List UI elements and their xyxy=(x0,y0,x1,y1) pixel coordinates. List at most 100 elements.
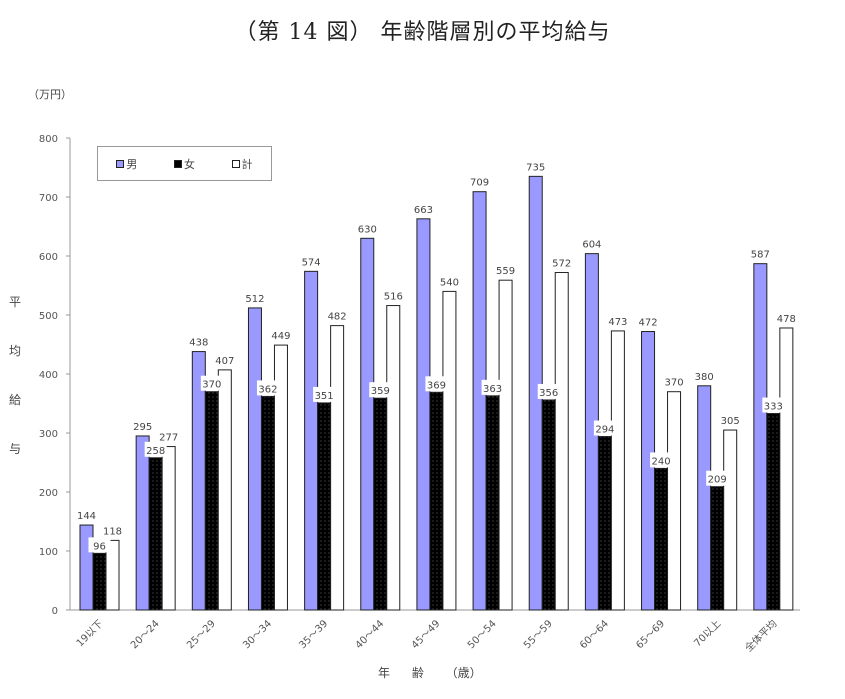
legend-label-female: 女 xyxy=(183,157,195,171)
category-label: 50～54 xyxy=(466,618,499,651)
value-label: 370 xyxy=(664,378,683,389)
category-label: 40～44 xyxy=(354,618,387,651)
value-label: 333 xyxy=(764,402,783,413)
bar-female xyxy=(92,552,107,611)
value-label: 604 xyxy=(582,240,601,251)
value-label: 118 xyxy=(103,526,122,537)
value-label: 209 xyxy=(708,475,727,486)
legend: 男 女 計 xyxy=(97,146,272,181)
value-label: 305 xyxy=(721,416,740,427)
legend-label-total: 計 xyxy=(241,157,253,171)
value-label: 369 xyxy=(427,380,446,391)
value-label: 572 xyxy=(552,259,571,270)
legend-swatch-female xyxy=(173,159,182,168)
value-label: 438 xyxy=(189,338,208,349)
category-label: 45～49 xyxy=(410,618,443,651)
value-label: 96 xyxy=(93,541,106,552)
y-tick-label: 0 xyxy=(52,606,58,617)
y-axis-label: 平均給与 xyxy=(8,295,21,456)
bar-total xyxy=(779,327,794,611)
value-label: 277 xyxy=(159,433,178,444)
y-tick-label: 100 xyxy=(39,547,58,558)
bar-total xyxy=(105,539,120,611)
value-label: 663 xyxy=(414,205,433,216)
legend-item-total: 計 xyxy=(231,156,253,172)
category-label: 35～39 xyxy=(297,618,330,651)
value-label: 144 xyxy=(77,511,96,522)
y-tick-label: 700 xyxy=(39,193,58,204)
unit-label: （万円） xyxy=(28,88,72,101)
value-label: 449 xyxy=(271,331,290,342)
category-label: 60～64 xyxy=(578,618,611,651)
bar-male xyxy=(416,218,431,611)
value-label: 258 xyxy=(146,446,165,457)
value-label: 351 xyxy=(315,391,334,402)
value-label: 295 xyxy=(133,422,152,433)
value-label: 380 xyxy=(695,372,714,383)
bar-total xyxy=(217,369,232,611)
value-label: 240 xyxy=(651,456,670,467)
bar-female xyxy=(373,397,388,611)
value-label: 735 xyxy=(526,162,545,173)
value-label: 512 xyxy=(245,294,264,305)
value-label: 473 xyxy=(608,317,627,328)
value-label: 516 xyxy=(384,292,403,303)
bar-total xyxy=(273,344,288,611)
bar-male xyxy=(641,331,656,611)
y-tick-label: 800 xyxy=(39,134,58,145)
bars xyxy=(79,175,794,611)
category-label: 19以下 xyxy=(75,618,106,649)
bar-total xyxy=(554,272,569,611)
bar-total xyxy=(161,446,176,611)
bar-total xyxy=(386,305,401,611)
value-label: 370 xyxy=(202,380,221,391)
value-label: 540 xyxy=(440,277,459,288)
bar-female xyxy=(597,436,612,611)
bar-female xyxy=(485,395,500,611)
bar-female xyxy=(541,399,556,611)
bar-total xyxy=(723,429,738,611)
y-tick-label: 300 xyxy=(39,429,58,440)
value-label: 587 xyxy=(751,250,770,261)
category-label: 30～34 xyxy=(241,618,274,651)
category-label: 全体平均 xyxy=(742,617,779,654)
value-label: 559 xyxy=(496,266,515,277)
bar-female xyxy=(148,457,163,611)
value-label: 407 xyxy=(215,356,234,367)
bar-female xyxy=(766,413,781,611)
category-label: 65～69 xyxy=(634,618,667,651)
bar-female xyxy=(654,467,669,611)
value-label: 478 xyxy=(777,314,796,325)
value-label: 359 xyxy=(371,386,390,397)
category-label: 25～29 xyxy=(185,618,218,651)
bar-male xyxy=(697,385,712,611)
bar-male xyxy=(360,237,375,611)
y-tick-label: 400 xyxy=(39,370,58,381)
legend-swatch-total xyxy=(231,159,240,168)
bar-female xyxy=(710,486,725,611)
category-label: 70以上 xyxy=(692,618,724,650)
bar-female xyxy=(317,402,332,611)
bar-total xyxy=(610,330,625,611)
value-label: 356 xyxy=(539,388,558,399)
bar-total xyxy=(330,325,345,611)
value-labels: 144 118 96 295 277 258 438 407 370 512 449 362 574 48… xyxy=(77,162,796,553)
legend-swatch-male xyxy=(116,159,125,168)
value-label: 472 xyxy=(638,318,657,329)
bar-female xyxy=(429,391,444,611)
x-axis-label: 年 齢 （歳） xyxy=(378,666,482,680)
bar-female xyxy=(260,395,275,611)
category-label: 55～59 xyxy=(522,618,555,651)
bar-total xyxy=(667,391,682,611)
value-label: 482 xyxy=(328,312,347,323)
value-label: 709 xyxy=(470,178,489,189)
chart-title: （第 14 図） 年齢階層別の平均給与 xyxy=(234,20,611,45)
bar-male xyxy=(472,191,487,611)
legend-item-male: 男 xyxy=(116,156,137,172)
legend-item-female: 女 xyxy=(173,156,195,172)
category-label: 20～24 xyxy=(129,618,162,651)
value-label: 630 xyxy=(358,224,377,235)
value-label: 294 xyxy=(595,425,614,436)
bar-male xyxy=(753,263,768,611)
